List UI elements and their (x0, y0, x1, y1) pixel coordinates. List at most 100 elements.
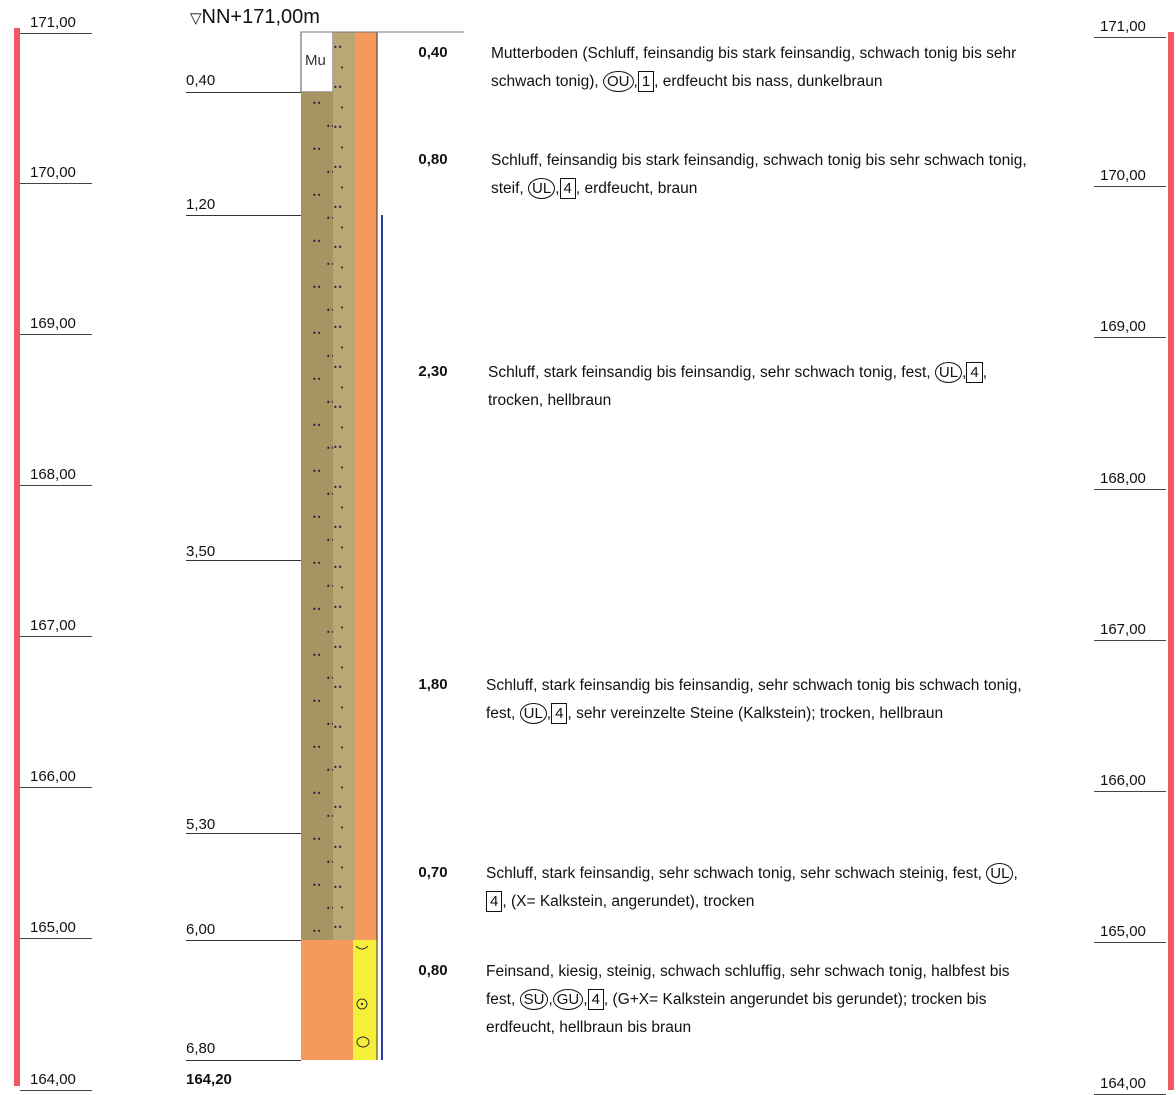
pebble-mark (356, 998, 368, 1010)
stone-mark (355, 945, 369, 950)
elevation-label: 171,00 (30, 14, 76, 31)
depth-line (186, 940, 301, 941)
elevation-label: 165,00 (30, 919, 76, 936)
soil-group-symbol: OU (603, 71, 634, 92)
depth-line (186, 92, 301, 93)
soil-group-symbol: SU (519, 989, 549, 1010)
elevation-label: 166,00 (30, 768, 76, 785)
description-text: Feinsand, kiesig, steinig, schwach schlu… (486, 963, 1010, 1008)
description-text: , erdfeucht bis nass, dunkelbraun (654, 73, 883, 90)
layer-description: Feinsand, kiesig, steinig, schwach schlu… (486, 958, 1026, 1042)
description-text: , (X= Kalkstein, angerundet), trocken (502, 893, 755, 910)
soil-class-symbol: 4 (551, 703, 568, 724)
elevation-tick (20, 636, 92, 637)
depth-label: 5,30 (186, 816, 216, 833)
reference-level: ▽NN+171,00m (190, 6, 320, 29)
depth-line (186, 1060, 301, 1061)
description-text: Schluff, stark feinsandig bis feinsandig… (486, 677, 1022, 722)
topsoil-code: Mu (305, 52, 326, 69)
level-triangle-icon: ▽ (190, 10, 202, 27)
elevation-tick (20, 334, 92, 335)
level-label: NN+171,00m (201, 6, 320, 28)
elevation-label: 167,00 (30, 617, 76, 634)
elevation-tick (1094, 37, 1166, 38)
elevation-label: 168,00 (1100, 470, 1146, 487)
soil-group-symbol: UL (528, 178, 556, 199)
depth-label: 6,80 (186, 1040, 216, 1057)
elevation-tick (1094, 337, 1166, 338)
elevation-tick (20, 1090, 92, 1091)
layer-thickness: 0,80 (418, 962, 448, 979)
stone-mark (356, 1036, 370, 1048)
layer-description: Mutterboden (Schluff, feinsandig bis sta… (491, 40, 1031, 96)
description-text: Schluff, stark feinsandig bis feinsandig… (488, 364, 935, 381)
description-text: , erdfeucht, braun (575, 180, 698, 197)
elevation-label: 169,00 (1100, 318, 1146, 335)
sand-layer (301, 940, 353, 1060)
soil-class-symbol: 1 (637, 71, 655, 92)
elevation-tick (20, 938, 92, 939)
layer-thickness: 0,80 (418, 151, 448, 168)
depth-label: 0,40 (186, 72, 216, 89)
separator: , (583, 991, 588, 1008)
separator: , (962, 364, 967, 381)
elevation-tick (1094, 791, 1166, 792)
layer-description: Schluff, stark feinsandig, sehr schwach … (486, 860, 1026, 916)
description-text: Schluff, stark feinsandig, sehr schwach … (486, 865, 987, 882)
backfill-strip (355, 32, 377, 940)
layer-description: Schluff, stark feinsandig bis feinsandig… (488, 359, 1028, 415)
elevation-tick (20, 33, 92, 34)
layer-description: Schluff, feinsandig bis stark feinsandig… (491, 147, 1031, 203)
separator: , (555, 180, 560, 197)
elevation-label: 164,00 (1100, 1075, 1146, 1092)
bottom-elevation: 164,20 (186, 1071, 232, 1088)
elevation-scale-right (1168, 32, 1174, 1090)
soil-group-symbol: UL (519, 703, 547, 724)
separator: , (1013, 865, 1018, 882)
elevation-label: 169,00 (30, 315, 76, 332)
soil-class-symbol: 4 (966, 362, 983, 383)
elevation-label: 171,00 (1100, 18, 1146, 35)
separator: , (548, 991, 553, 1008)
depth-label: 1,20 (186, 196, 216, 213)
description-text: , trocken, hellbraun (488, 364, 988, 409)
layer-thickness: 0,70 (418, 864, 448, 881)
depth-line (186, 560, 301, 561)
elevation-scale-left (14, 28, 20, 1086)
elevation-tick (1094, 942, 1166, 943)
separator: , (546, 705, 552, 722)
layer-description: Schluff, stark feinsandig bis feinsandig… (486, 672, 1026, 728)
silt-layer (301, 92, 333, 940)
elevation-tick (20, 183, 92, 184)
elevation-label: 164,00 (30, 1071, 76, 1088)
depth-label: 6,00 (186, 921, 216, 938)
elevation-tick (1094, 640, 1166, 641)
soil-class-symbol: 4 (559, 178, 576, 199)
layer-thickness: 2,30 (418, 363, 448, 380)
depth-label: 3,50 (186, 543, 216, 560)
elevation-label: 170,00 (30, 164, 76, 181)
elevation-tick (1094, 186, 1166, 187)
description-text: Mutterboden (Schluff, feinsandig bis sta… (491, 45, 1017, 90)
elevation-label: 168,00 (30, 466, 76, 483)
elevation-tick (20, 485, 92, 486)
depth-line (186, 833, 301, 834)
soil-class-symbol: 4 (587, 989, 604, 1010)
separator: , (633, 73, 638, 90)
layer-thickness: 0,40 (418, 44, 448, 61)
elevation-label: 170,00 (1100, 167, 1146, 184)
elevation-tick (1094, 489, 1166, 490)
soil-group-symbol: UL (986, 863, 1014, 884)
elevation-label: 165,00 (1100, 923, 1146, 940)
pebble-mark (360, 1002, 364, 1006)
soil-class-symbol: 4 (486, 891, 503, 912)
description-text: , sehr vereinzelte Steine (Kalkstein); t… (567, 705, 944, 722)
elevation-label: 166,00 (1100, 772, 1146, 789)
elevation-label: 167,00 (1100, 621, 1146, 638)
soil-group-symbol: UL (934, 362, 963, 383)
silt-band (333, 32, 355, 940)
description-text: , (G+X= Kalkstein angerundet bis gerunde… (486, 991, 987, 1036)
layer-thickness: 1,80 (418, 676, 448, 693)
depth-line (186, 215, 301, 216)
